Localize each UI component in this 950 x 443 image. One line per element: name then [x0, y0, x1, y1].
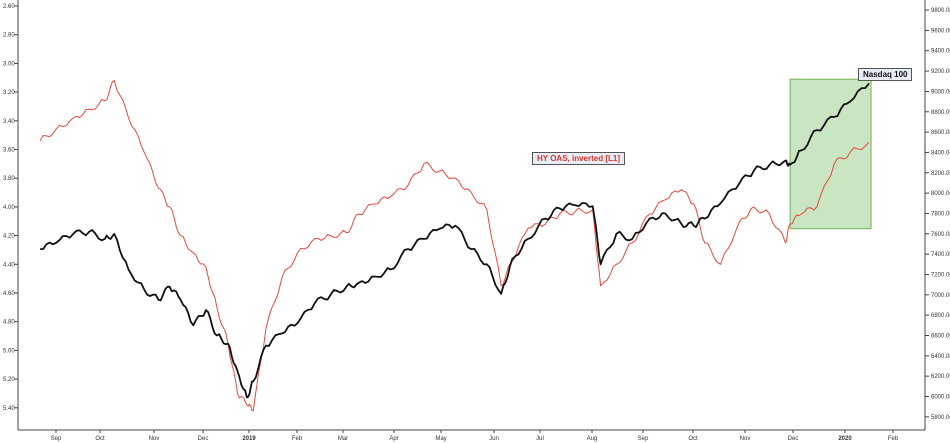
- right-tick-label: 7600.00: [931, 232, 950, 238]
- left-tick-label: 3.00: [3, 61, 15, 67]
- x-tick-label: Oct: [95, 436, 105, 442]
- right-tick-label: 8600.00: [931, 130, 950, 136]
- right-tick-label: 7200.00: [931, 272, 950, 278]
- right-tick-label: 9600.00: [931, 28, 950, 34]
- x-tick-label: Jun: [489, 436, 499, 442]
- left-tick-label: 2.80: [3, 33, 15, 39]
- x-tick-label: Sep: [51, 436, 62, 442]
- x-axis-ticks: Sep Oct Nov Dec 2019 Feb Mar Apr May Jun Jul Aug Sep…: [51, 430, 899, 442]
- x-tick-label: Nov: [740, 436, 751, 442]
- right-tick-label: 9200.00: [931, 69, 950, 75]
- left-tick-label: 5.00: [3, 348, 15, 354]
- right-tick-label: 6400.00: [931, 354, 950, 360]
- x-tick-label: Apr: [389, 436, 398, 442]
- series-layer: [39, 80, 870, 412]
- left-tick-label: 4.00: [3, 205, 15, 211]
- right-tick-label: 6200.00: [931, 374, 950, 380]
- left-tick-label: 4.60: [3, 291, 15, 297]
- left-tick-label: 2.60: [3, 4, 15, 10]
- right-tick-label: 9400.00: [931, 49, 950, 55]
- x-tick-label: Dec: [788, 436, 799, 442]
- left-tick-label: 3.80: [3, 176, 15, 182]
- x-tick-label: Feb: [888, 436, 899, 442]
- right-tick-label: 6600.00: [931, 334, 950, 340]
- x-tick-label: 2019: [242, 436, 256, 442]
- right-tick-label: 8000.00: [931, 191, 950, 197]
- x-tick-label: Sep: [638, 436, 649, 442]
- right-tick-label: 9800.00: [931, 8, 950, 14]
- right-tick-label: 7400.00: [931, 252, 950, 258]
- x-tick-label: Oct: [688, 436, 698, 442]
- left-axis-ticks: 2.60 2.80 3.00 3.20 3.40 3.60 3.80 4.00 4.20 4.40…: [3, 4, 18, 412]
- series-label-hy-oas: HY OAS, inverted [L1]: [532, 152, 625, 165]
- right-tick-label: 7000.00: [931, 293, 950, 299]
- right-axis-ticks: 9800.00 9600.00 9400.00 9200.00 9000.00 8800.…: [925, 8, 950, 421]
- left-tick-label: 4.40: [3, 262, 15, 268]
- left-tick-label: 3.60: [3, 147, 15, 153]
- left-tick-label: 5.20: [3, 377, 15, 383]
- x-tick-label: Nov: [149, 436, 160, 442]
- right-tick-label: 8400.00: [931, 150, 950, 156]
- left-tick-label: 3.40: [3, 119, 15, 125]
- right-tick-label: 9000.00: [931, 89, 950, 95]
- x-tick-label: 2020: [838, 436, 852, 442]
- series-label-nasdaq-100: Nasdaq 100: [858, 68, 913, 81]
- right-tick-label: 5800.00: [931, 415, 950, 421]
- highlight-box: [789, 78, 872, 230]
- x-tick-label: Feb: [292, 436, 303, 442]
- highlight-region: [789, 78, 872, 230]
- left-tick-label: 4.20: [3, 234, 15, 240]
- x-tick-label: Jul: [536, 436, 544, 442]
- x-tick-label: Aug: [587, 436, 598, 442]
- left-tick-label: 3.20: [3, 90, 15, 96]
- right-tick-label: 8800.00: [931, 110, 950, 116]
- right-tick-label: 8200.00: [931, 171, 950, 177]
- x-tick-label: May: [435, 436, 446, 442]
- x-tick-label: Dec: [198, 436, 209, 442]
- series-line-nasdaq-100: [40, 82, 870, 399]
- x-tick-label: Mar: [338, 436, 348, 442]
- series-line-hy-oas: [39, 80, 870, 412]
- left-tick-label: 4.80: [3, 320, 15, 326]
- right-tick-label: 6000.00: [931, 395, 950, 401]
- right-tick-label: 6800.00: [931, 313, 950, 319]
- left-tick-label: 5.40: [3, 406, 15, 412]
- right-tick-label: 7800.00: [931, 211, 950, 217]
